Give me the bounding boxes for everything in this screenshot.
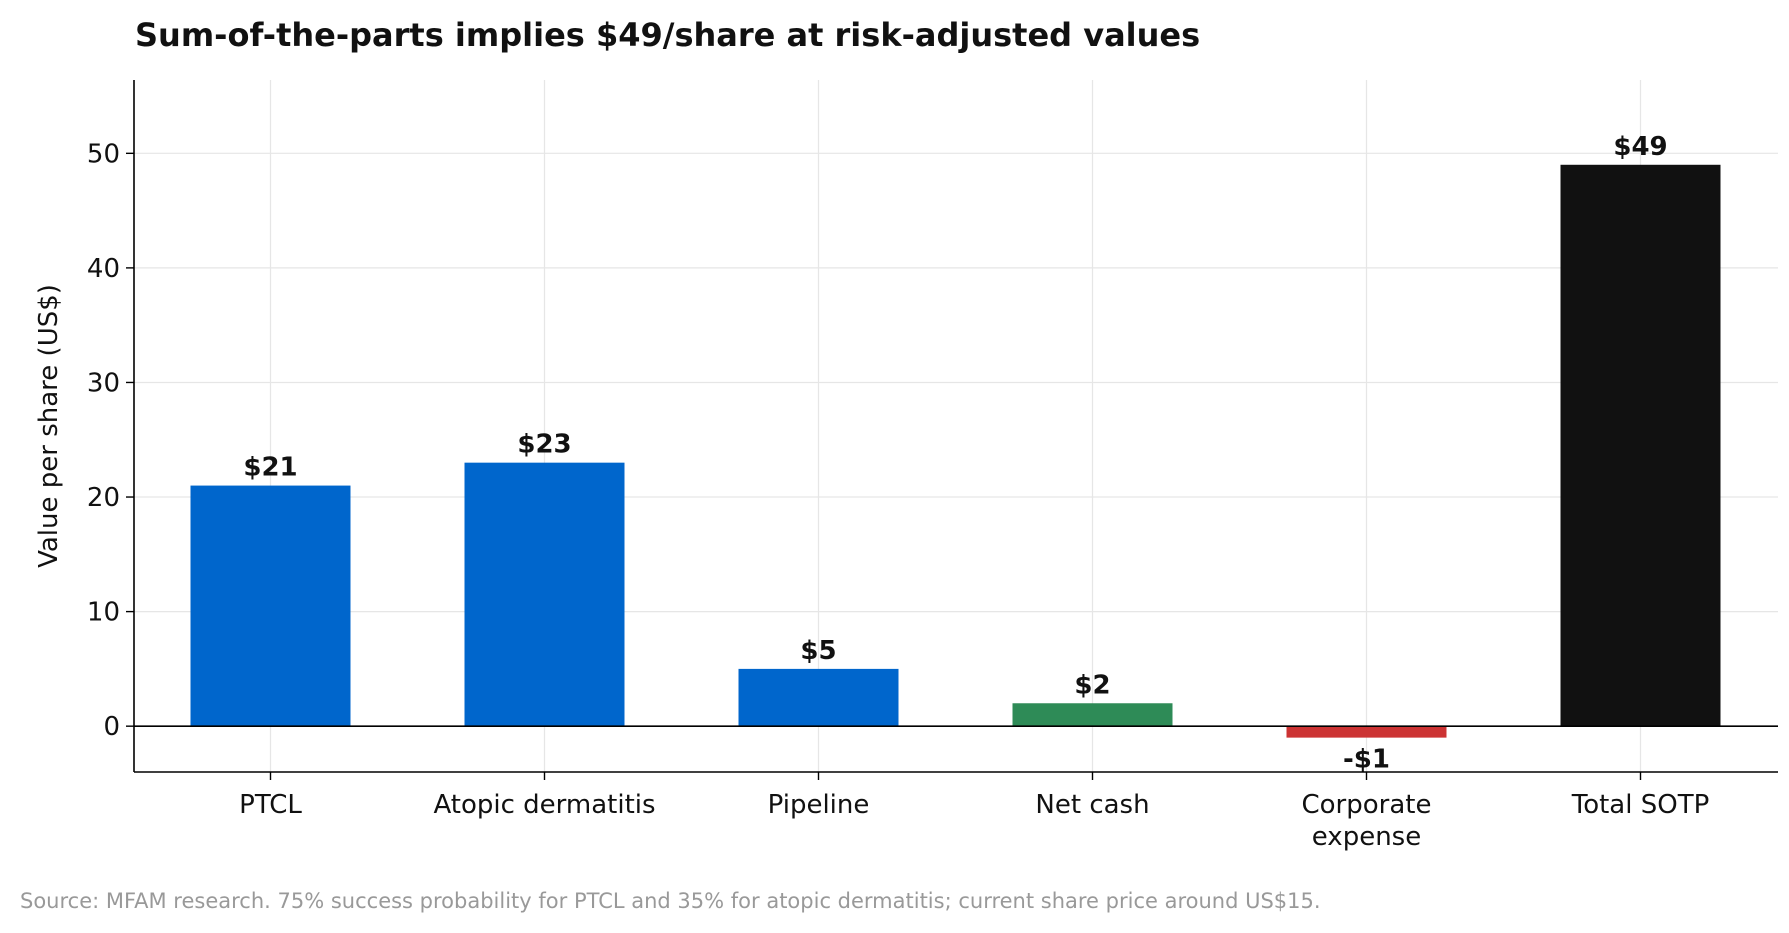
footnote: Source: MFAM research. 75% success proba…	[20, 889, 1321, 913]
bar	[1286, 726, 1447, 738]
x-tick-label: Atopic dermatitis	[433, 790, 655, 820]
x-tick-label: Pipeline	[768, 790, 870, 820]
y-axis-label: Value per share (US$)	[34, 284, 64, 568]
bar	[190, 485, 351, 727]
bar	[1012, 703, 1173, 727]
axes: 0 10 20 30 40 50 PTCL Atopic dermatitis Pipeline…	[87, 80, 1778, 852]
bar	[1560, 164, 1721, 727]
y-tick-label: 10	[87, 598, 120, 628]
data-label: $21	[243, 453, 297, 483]
y-tick-label: 50	[87, 139, 120, 169]
y-tick-label: 30	[87, 368, 120, 398]
grid	[134, 80, 1778, 772]
x-tick-label: Total SOTP	[1571, 790, 1710, 820]
data-label: $49	[1613, 132, 1667, 162]
x-tick-label: Corporate expense	[1302, 790, 1432, 852]
bars: $21 $23 $5 $2 -$1 $49	[190, 132, 1721, 775]
data-label: $23	[517, 430, 571, 460]
y-tick-label: 0	[103, 712, 120, 742]
y-tick-label: 40	[87, 254, 120, 284]
y-tick-label: 20	[87, 483, 120, 513]
x-tick-label: Net cash	[1035, 790, 1149, 820]
bar	[738, 668, 899, 727]
chart-title: Sum-of-the-parts implies $49/share at ri…	[135, 16, 1200, 54]
data-label: -$1	[1343, 745, 1390, 775]
data-label: $5	[800, 636, 836, 666]
data-label: $2	[1074, 670, 1110, 700]
bar	[464, 462, 625, 727]
x-tick-label: PTCL	[239, 790, 302, 820]
